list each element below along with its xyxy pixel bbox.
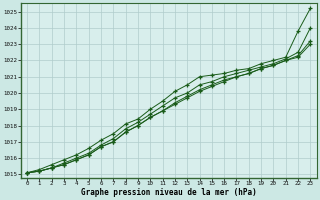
X-axis label: Graphe pression niveau de la mer (hPa): Graphe pression niveau de la mer (hPa) [81, 188, 257, 197]
